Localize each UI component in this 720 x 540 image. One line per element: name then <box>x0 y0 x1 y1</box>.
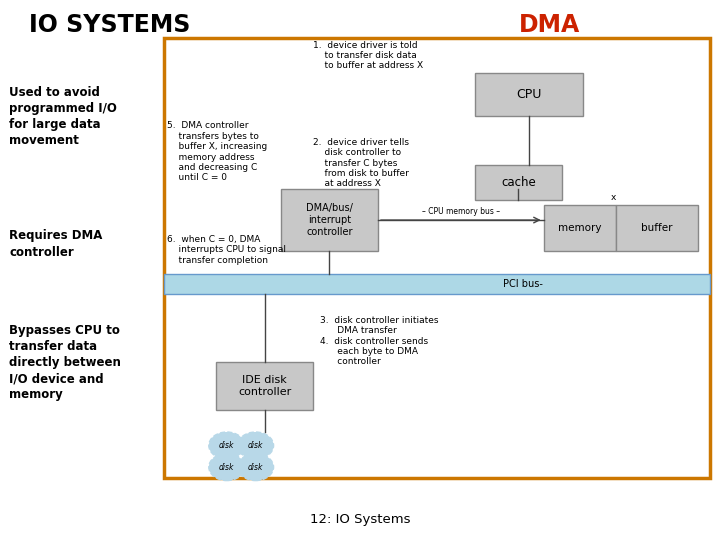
Text: cache: cache <box>501 176 536 189</box>
Text: memory: memory <box>558 223 601 233</box>
FancyBboxPatch shape <box>164 274 710 294</box>
Text: PCI bus-: PCI bus- <box>503 279 542 289</box>
Circle shape <box>209 432 245 459</box>
FancyBboxPatch shape <box>475 73 583 116</box>
FancyBboxPatch shape <box>216 362 313 410</box>
Circle shape <box>238 454 274 481</box>
Text: Bypasses CPU to
transfer data
directly between
I/O device and
memory: Bypasses CPU to transfer data directly b… <box>9 324 121 401</box>
Text: x: x <box>611 193 616 202</box>
Text: 2.  device driver tells
    disk controller to
    transfer C bytes
    from dis: 2. device driver tells disk controller t… <box>313 138 409 188</box>
Text: buffer: buffer <box>642 223 672 233</box>
Text: Used to avoid
programmed I/O
for large data
movement: Used to avoid programmed I/O for large d… <box>9 86 117 147</box>
Text: IO SYSTEMS: IO SYSTEMS <box>29 14 190 37</box>
FancyBboxPatch shape <box>281 189 378 251</box>
Text: IDE disk
controller: IDE disk controller <box>238 375 291 397</box>
Text: CPU: CPU <box>516 88 542 101</box>
Text: DMA/bus/
interrupt
controller: DMA/bus/ interrupt controller <box>306 204 353 237</box>
FancyBboxPatch shape <box>475 165 562 200</box>
Circle shape <box>209 454 245 481</box>
Text: 5.  DMA controller
    transfers bytes to
    buffer X, increasing
    memory ad: 5. DMA controller transfers bytes to buf… <box>167 122 267 183</box>
Text: Requires DMA
controller: Requires DMA controller <box>9 230 103 259</box>
Text: disk: disk <box>248 441 264 450</box>
Text: disk: disk <box>248 463 264 471</box>
Text: 3.  disk controller initiates
      DMA transfer
4.  disk controller sends
     : 3. disk controller initiates DMA transfe… <box>320 316 439 367</box>
Text: 1.  device driver is told
    to transfer disk data
    to buffer at address X: 1. device driver is told to transfer dis… <box>313 40 423 70</box>
Text: – CPU memory bus –: – CPU memory bus – <box>422 207 500 215</box>
Text: 6.  when C = 0, DMA
    interrupts CPU to signal
    transfer completion: 6. when C = 0, DMA interrupts CPU to sig… <box>167 235 286 265</box>
Text: disk: disk <box>219 463 235 471</box>
Circle shape <box>238 432 274 459</box>
FancyBboxPatch shape <box>544 205 616 251</box>
Text: 12: IO Systems: 12: IO Systems <box>310 514 410 526</box>
Text: disk: disk <box>219 441 235 450</box>
FancyBboxPatch shape <box>616 205 698 251</box>
Text: DMA: DMA <box>518 14 580 37</box>
